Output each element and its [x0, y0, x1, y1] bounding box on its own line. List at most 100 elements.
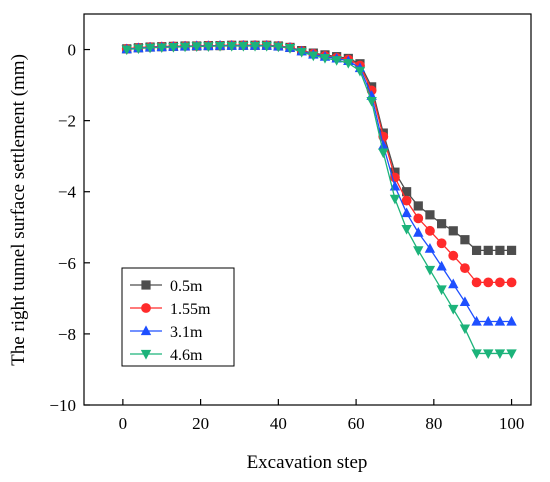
- data-point: [459, 296, 471, 307]
- plot-area: [83, 13, 532, 406]
- legend-marker: [140, 325, 152, 336]
- series-line: [126, 44, 512, 284]
- data-point: [436, 260, 447, 271]
- data-point: [308, 51, 319, 62]
- data-point: [494, 349, 506, 360]
- x-axis-ticks: 0 20 40 60 80 100: [119, 399, 525, 433]
- data-point: [506, 277, 517, 288]
- data-point: [214, 41, 226, 52]
- x-tick-label: 80: [425, 414, 442, 433]
- data-point: [459, 324, 471, 335]
- data-point: [494, 315, 506, 326]
- data-point: [296, 47, 307, 58]
- data-point: [203, 42, 214, 52]
- legend-marker: [140, 349, 152, 360]
- data-point: [424, 243, 436, 253]
- data-point: [378, 139, 389, 150]
- data-point: [401, 195, 412, 206]
- x-tick-label: 20: [192, 414, 209, 433]
- data-point: [390, 167, 400, 177]
- y-axis-ticks: 0 −2 −4 −6 −8 −10: [49, 41, 90, 415]
- y-tick-label: 0: [68, 41, 77, 60]
- data-point: [191, 42, 202, 52]
- data-point: [495, 277, 505, 288]
- data-point: [506, 349, 517, 360]
- data-point: [425, 225, 435, 236]
- data-point: [424, 265, 436, 276]
- data-point: [436, 238, 447, 249]
- legend-label: 1.55m: [170, 301, 211, 318]
- y-tick-label: −10: [49, 396, 76, 415]
- series-0.5m: [122, 40, 517, 255]
- data-point: [226, 41, 237, 52]
- data-point: [273, 42, 284, 53]
- data-point: [121, 45, 132, 56]
- data-point: [389, 194, 401, 205]
- data-point: [506, 315, 517, 326]
- series-layer: [121, 40, 517, 360]
- data-point: [401, 207, 412, 218]
- data-point: [413, 201, 423, 211]
- y-tick-label: −8: [58, 325, 76, 344]
- data-point: [133, 44, 144, 55]
- y-tick-label: −2: [58, 112, 76, 131]
- x-tick-label: 0: [119, 414, 128, 433]
- data-point: [354, 66, 366, 77]
- data-point: [413, 213, 424, 224]
- legend-marker: [141, 280, 151, 290]
- data-point: [460, 263, 470, 274]
- x-tick-label: 100: [499, 414, 525, 433]
- data-point: [448, 304, 459, 315]
- data-point: [331, 56, 342, 66]
- data-point: [471, 245, 482, 255]
- data-point: [483, 277, 494, 288]
- data-point: [319, 53, 331, 64]
- data-point: [413, 227, 424, 237]
- legend-box: [121, 267, 235, 367]
- legend-label: 0.5m: [170, 278, 203, 295]
- legend-marker: [141, 303, 151, 313]
- series-line: [126, 44, 512, 252]
- legend: 0.5m 1.55m 3.1m 4.6m: [121, 267, 235, 367]
- data-point: [238, 41, 249, 52]
- legend-label: 4.6m: [170, 347, 203, 364]
- data-point: [284, 44, 296, 54]
- data-point: [448, 250, 459, 261]
- data-point: [261, 41, 272, 52]
- data-point: [401, 224, 412, 235]
- data-point: [471, 349, 482, 360]
- data-point: [495, 245, 505, 255]
- data-point: [506, 245, 517, 255]
- data-point: [425, 210, 435, 220]
- data-point: [483, 349, 494, 360]
- series-1.55m: [121, 40, 517, 288]
- data-point: [366, 96, 377, 107]
- y-axis-title: The right tunnel surface settlement (mm): [8, 54, 29, 366]
- data-point: [460, 235, 470, 245]
- x-tick-label: 60: [348, 414, 365, 433]
- data-point: [436, 285, 447, 296]
- data-point: [471, 315, 482, 326]
- data-point: [343, 58, 354, 69]
- data-point: [471, 277, 482, 288]
- data-point: [402, 187, 412, 197]
- data-point: [483, 315, 494, 326]
- data-point: [168, 42, 179, 53]
- series-line: [126, 45, 512, 355]
- data-point: [483, 245, 493, 255]
- y-tick-label: −4: [58, 183, 77, 202]
- data-point: [448, 226, 458, 236]
- data-point: [448, 278, 459, 289]
- data-point: [249, 41, 261, 52]
- x-axis-title: Excavation step: [247, 452, 368, 473]
- y-tick-label: −6: [58, 254, 76, 273]
- data-point: [413, 246, 424, 256]
- data-point: [179, 42, 191, 53]
- data-point: [156, 43, 167, 54]
- series-4.6m: [121, 41, 517, 360]
- legend-label: 3.1m: [170, 324, 203, 341]
- data-point: [437, 219, 447, 229]
- data-point: [378, 148, 389, 159]
- x-tick-label: 40: [270, 414, 287, 433]
